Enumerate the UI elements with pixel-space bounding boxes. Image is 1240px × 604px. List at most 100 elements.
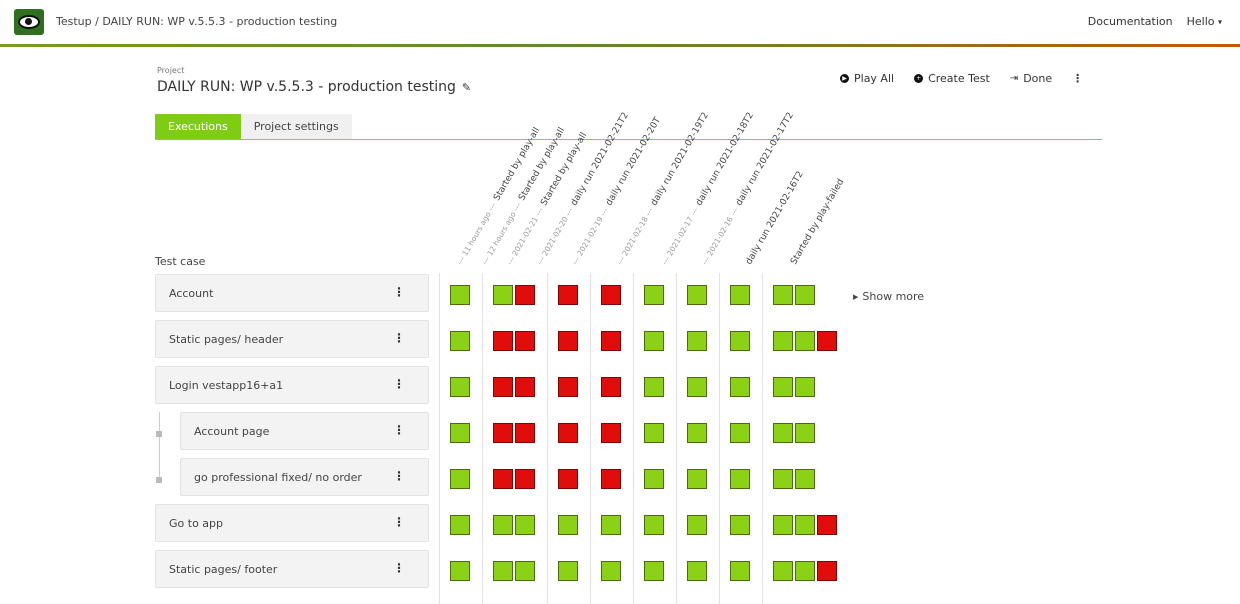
status-pass-cell[interactable] xyxy=(515,561,535,581)
status-pass-cell[interactable] xyxy=(730,331,750,351)
status-fail-cell[interactable] xyxy=(558,423,578,443)
status-fail-cell[interactable] xyxy=(601,423,621,443)
status-pass-cell[interactable] xyxy=(558,515,578,535)
column-header[interactable]: Started by play-failed xyxy=(789,177,846,266)
status-pass-cell[interactable] xyxy=(493,561,513,581)
status-pass-cell[interactable] xyxy=(795,423,815,443)
status-pass-cell[interactable] xyxy=(730,561,750,581)
status-pass-cell[interactable] xyxy=(644,331,664,351)
status-pass-cell[interactable] xyxy=(644,423,664,443)
status-fail-cell[interactable] xyxy=(515,469,535,489)
status-pass-cell[interactable] xyxy=(644,561,664,581)
status-fail-cell[interactable] xyxy=(601,469,621,489)
status-pass-cell[interactable] xyxy=(773,423,793,443)
status-fail-cell[interactable] xyxy=(515,423,535,443)
testup-logo-eye-icon[interactable] xyxy=(14,9,44,35)
status-pass-cell[interactable] xyxy=(773,285,793,305)
more-menu-icon[interactable]: ⋮ xyxy=(1072,72,1084,85)
status-pass-cell[interactable] xyxy=(795,331,815,351)
status-fail-cell[interactable] xyxy=(558,469,578,489)
test-case-row[interactable]: Login vestapp16+a1 ⋮ xyxy=(155,366,429,404)
status-fail-cell[interactable] xyxy=(601,331,621,351)
status-pass-cell[interactable] xyxy=(450,331,470,351)
status-pass-cell[interactable] xyxy=(773,377,793,397)
status-fail-cell[interactable] xyxy=(558,285,578,305)
row-menu-icon[interactable]: ⋮ xyxy=(393,423,405,437)
status-pass-cell[interactable] xyxy=(773,469,793,489)
row-menu-icon[interactable]: ⋮ xyxy=(393,331,405,345)
status-pass-cell[interactable] xyxy=(644,469,664,489)
row-menu-icon[interactable]: ⋮ xyxy=(393,515,405,529)
user-menu[interactable]: Hello ▾ xyxy=(1187,15,1222,28)
status-fail-cell[interactable] xyxy=(515,331,535,351)
status-pass-cell[interactable] xyxy=(644,515,664,535)
status-fail-cell[interactable] xyxy=(601,377,621,397)
status-pass-cell[interactable] xyxy=(687,515,707,535)
status-pass-cell[interactable] xyxy=(687,331,707,351)
row-menu-icon[interactable]: ⋮ xyxy=(393,377,405,391)
status-pass-cell[interactable] xyxy=(773,561,793,581)
test-case-row[interactable]: Static pages/ header ⋮ xyxy=(155,320,429,358)
status-pass-cell[interactable] xyxy=(601,515,621,535)
status-pass-cell[interactable] xyxy=(773,331,793,351)
test-case-row[interactable]: go professional fixed/ no order ⋮ xyxy=(180,458,429,496)
test-case-row[interactable]: Go to app ⋮ xyxy=(155,504,429,542)
status-pass-cell[interactable] xyxy=(644,285,664,305)
tab-project-settings[interactable]: Project settings xyxy=(240,114,352,140)
status-pass-cell[interactable] xyxy=(730,515,750,535)
status-pass-cell[interactable] xyxy=(687,561,707,581)
create-test-button[interactable]: + Create Test xyxy=(914,72,990,85)
status-fail-cell[interactable] xyxy=(493,423,513,443)
status-pass-cell[interactable] xyxy=(558,561,578,581)
status-pass-cell[interactable] xyxy=(795,469,815,489)
status-fail-cell[interactable] xyxy=(493,377,513,397)
column-header[interactable]: --- 2021-02-16 ---daily run 2021-02-17T2 xyxy=(700,111,796,267)
status-pass-cell[interactable] xyxy=(644,377,664,397)
breadcrumb[interactable]: Testup / DAILY RUN: WP v.5.5.3 - product… xyxy=(56,15,338,28)
pencil-edit-icon[interactable]: ✎ xyxy=(461,81,472,94)
test-case-row[interactable]: Account page ⋮ xyxy=(180,412,429,450)
done-button[interactable]: ⇥ Done xyxy=(1010,72,1052,85)
status-pass-cell[interactable] xyxy=(795,561,815,581)
status-fail-cell[interactable] xyxy=(515,377,535,397)
status-pass-cell[interactable] xyxy=(687,469,707,489)
status-pass-cell[interactable] xyxy=(493,515,513,535)
status-fail-cell[interactable] xyxy=(493,469,513,489)
status-fail-cell[interactable] xyxy=(601,285,621,305)
status-pass-cell[interactable] xyxy=(687,377,707,397)
status-pass-cell[interactable] xyxy=(450,285,470,305)
row-menu-icon[interactable]: ⋮ xyxy=(393,469,405,483)
show-more-link[interactable]: ▶ Show more xyxy=(853,290,924,303)
status-pass-cell[interactable] xyxy=(450,515,470,535)
status-pass-cell[interactable] xyxy=(730,469,750,489)
status-fail-cell[interactable] xyxy=(558,377,578,397)
tab-executions[interactable]: Executions xyxy=(155,114,241,140)
status-pass-cell[interactable] xyxy=(450,377,470,397)
column-header[interactable]: --- 2021-02-18 ---daily run 2021-02-19T2 xyxy=(615,111,711,267)
status-pass-cell[interactable] xyxy=(795,285,815,305)
status-fail-cell[interactable] xyxy=(515,285,535,305)
status-fail-cell[interactable] xyxy=(817,515,837,535)
play-all-button[interactable]: ▶ Play All xyxy=(840,72,894,85)
test-case-row[interactable]: Static pages/ footer ⋮ xyxy=(155,550,429,588)
status-pass-cell[interactable] xyxy=(687,423,707,443)
status-fail-cell[interactable] xyxy=(558,331,578,351)
status-pass-cell[interactable] xyxy=(450,423,470,443)
status-pass-cell[interactable] xyxy=(730,377,750,397)
row-menu-icon[interactable]: ⋮ xyxy=(393,561,405,575)
status-pass-cell[interactable] xyxy=(493,285,513,305)
status-pass-cell[interactable] xyxy=(450,561,470,581)
status-pass-cell[interactable] xyxy=(601,561,621,581)
status-pass-cell[interactable] xyxy=(795,515,815,535)
row-menu-icon[interactable]: ⋮ xyxy=(393,285,405,299)
status-fail-cell[interactable] xyxy=(493,331,513,351)
status-pass-cell[interactable] xyxy=(450,469,470,489)
status-pass-cell[interactable] xyxy=(687,285,707,305)
status-pass-cell[interactable] xyxy=(515,515,535,535)
status-fail-cell[interactable] xyxy=(817,561,837,581)
test-case-row[interactable]: Account ⋮ xyxy=(155,274,429,312)
status-pass-cell[interactable] xyxy=(730,423,750,443)
status-pass-cell[interactable] xyxy=(795,377,815,397)
status-fail-cell[interactable] xyxy=(817,331,837,351)
documentation-link[interactable]: Documentation xyxy=(1087,15,1173,28)
